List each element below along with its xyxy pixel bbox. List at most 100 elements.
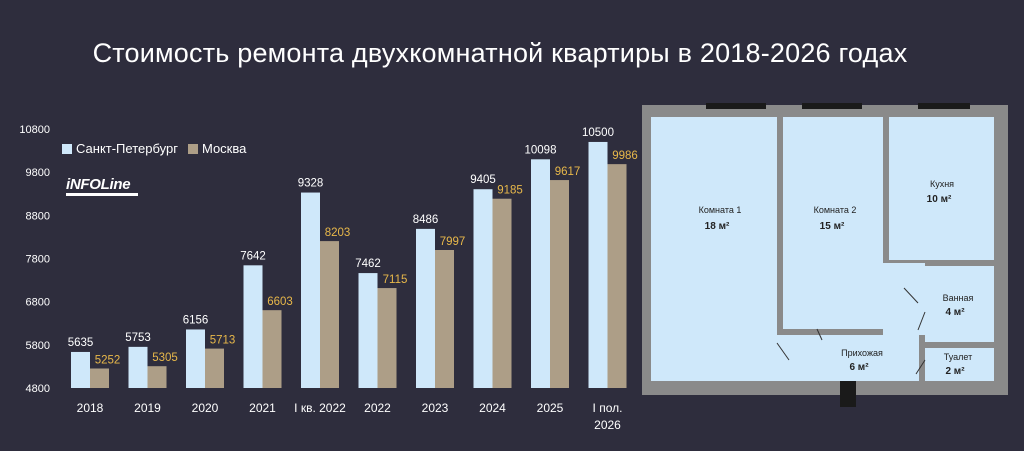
bar-spb bbox=[301, 192, 320, 388]
legend-swatch-msk bbox=[187, 143, 198, 154]
y-tick-label: 7800 bbox=[26, 254, 50, 266]
x-tick-label: 2020 bbox=[192, 401, 219, 415]
bar-msk bbox=[90, 368, 109, 388]
window-mark bbox=[706, 103, 766, 109]
room-2-area: 15 м² bbox=[820, 221, 845, 232]
bar-spb bbox=[588, 141, 608, 388]
chart-title: Стоимость ремонта двухкомнатной квартиры… bbox=[92, 38, 908, 68]
room-2-floor bbox=[783, 117, 883, 329]
legend-swatch-spb bbox=[62, 143, 72, 154]
legend-label-spb: Санкт-Петербург bbox=[76, 141, 178, 156]
data-label-spb: 7462 bbox=[355, 258, 381, 270]
kitchen-floor bbox=[889, 117, 994, 260]
y-tick-label: 9800 bbox=[26, 167, 50, 179]
data-label-msk: 7115 bbox=[383, 274, 408, 286]
x-tick-label: 2024 bbox=[479, 401, 506, 415]
data-label-msk: 5713 bbox=[210, 335, 236, 347]
bathroom-name: Ванная bbox=[943, 293, 974, 303]
bar-spb bbox=[358, 273, 378, 388]
door-swing bbox=[776, 342, 790, 361]
legend-item-spb: Санкт-Петербург bbox=[62, 141, 178, 156]
door-swing bbox=[917, 311, 926, 331]
data-label-msk: 6603 bbox=[267, 296, 293, 308]
data-label-msk: 9185 bbox=[497, 185, 523, 197]
entrance-door bbox=[840, 381, 856, 407]
data-label-msk: 7997 bbox=[440, 236, 466, 248]
bar-msk bbox=[492, 198, 512, 388]
bar-spb bbox=[473, 189, 493, 388]
data-label-spb: 9328 bbox=[298, 178, 324, 190]
bar-msk bbox=[550, 180, 569, 388]
room-2-name: Комната 2 bbox=[814, 205, 857, 215]
data-label-spb: 8486 bbox=[413, 214, 439, 226]
bathroom-area: 4 м² bbox=[945, 307, 965, 318]
kitchen-area: 10 м² bbox=[927, 194, 952, 205]
bar-spb bbox=[416, 228, 435, 388]
door-swing bbox=[816, 328, 823, 341]
bar-spb bbox=[243, 265, 263, 388]
chart-legend: Санкт-Петербург Москва bbox=[62, 141, 256, 156]
x-tick-label-line2: 2026 bbox=[594, 418, 621, 432]
toilet-floor bbox=[925, 348, 994, 381]
door-swing bbox=[903, 287, 919, 304]
legend-label-msk: Москва bbox=[201, 141, 247, 156]
bar-spb bbox=[186, 329, 205, 388]
bar-spb bbox=[71, 351, 90, 388]
bar-spb bbox=[531, 159, 550, 388]
room-1-floor bbox=[651, 117, 777, 381]
data-label-msk: 5305 bbox=[152, 352, 178, 364]
hallway-connector bbox=[777, 335, 785, 381]
data-label-spb: 10098 bbox=[525, 144, 557, 156]
logo-underline bbox=[66, 193, 138, 196]
x-tick-label: 2023 bbox=[422, 401, 449, 415]
room-1-name: Комната 1 bbox=[699, 205, 742, 215]
data-label-spb: 7642 bbox=[240, 250, 266, 262]
logo-text: iNFOLine bbox=[66, 176, 131, 193]
data-label-msk: 9617 bbox=[555, 166, 581, 178]
bathroom-floor bbox=[925, 266, 994, 342]
bar-msk bbox=[262, 310, 282, 388]
x-tick-label: 2022 bbox=[364, 401, 391, 415]
data-label-spb: 9405 bbox=[470, 174, 496, 186]
y-tick-label: 10800 bbox=[19, 124, 50, 136]
y-tick-label: 5800 bbox=[26, 340, 50, 352]
data-label-spb: 10500 bbox=[582, 127, 614, 139]
hallway-floor bbox=[783, 335, 919, 381]
x-tick-label: 2019 bbox=[134, 401, 161, 415]
bar-msk bbox=[607, 164, 627, 388]
room-1-area: 18 м² bbox=[705, 221, 730, 232]
legend-item-msk: Москва bbox=[187, 141, 247, 156]
hallway-name: Прихожая bbox=[841, 348, 883, 358]
window-mark bbox=[918, 103, 970, 109]
data-label-msk: 5252 bbox=[95, 354, 121, 366]
bar-msk bbox=[377, 288, 397, 388]
y-tick-label: 6800 bbox=[26, 297, 50, 309]
bar-msk bbox=[435, 249, 454, 388]
x-tick-label: 2021 bbox=[249, 401, 276, 415]
data-label-spb: 5753 bbox=[125, 332, 151, 344]
hallway-area: 6 м² bbox=[849, 362, 869, 373]
y-tick-label: 8800 bbox=[26, 210, 50, 222]
bar-msk bbox=[205, 348, 224, 388]
data-label-msk: 8203 bbox=[325, 227, 351, 239]
data-label-msk: 9986 bbox=[612, 150, 638, 162]
bar-spb bbox=[128, 346, 148, 388]
hallway-connector-2 bbox=[883, 263, 925, 335]
data-label-spb: 5635 bbox=[68, 337, 94, 349]
bar-msk bbox=[147, 366, 167, 388]
x-tick-label: 2025 bbox=[537, 401, 564, 415]
y-tick-label: 4800 bbox=[26, 383, 50, 395]
door-swing bbox=[915, 359, 926, 375]
toilet-name: Туалет bbox=[944, 352, 972, 362]
window-mark bbox=[802, 103, 862, 109]
floor-plan: Комната 1 18 м² Комната 2 15 м² Кухня 10… bbox=[642, 103, 1008, 407]
bar-msk bbox=[320, 241, 339, 388]
infoline-logo: iNFOLine bbox=[66, 176, 138, 196]
data-label-spb: 6156 bbox=[183, 314, 209, 326]
x-tick-label: I кв. 2022 bbox=[294, 401, 346, 415]
kitchen-name: Кухня bbox=[930, 179, 954, 189]
x-tick-label: 2018 bbox=[77, 401, 104, 415]
toilet-area: 2 м² bbox=[945, 366, 965, 377]
x-tick-label: I пол. bbox=[593, 401, 623, 415]
